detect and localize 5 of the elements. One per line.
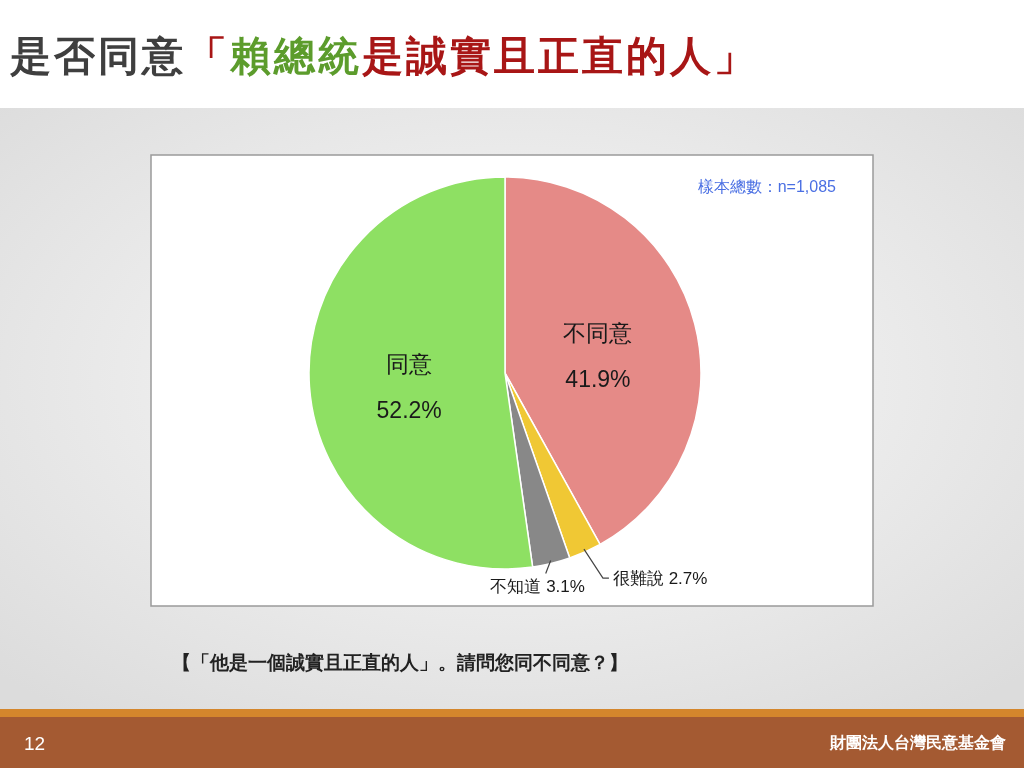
annotation: 【「他是一個誠實且正直的人」。請問您同不同意？】 bbox=[172, 652, 628, 673]
title: 是否同意「賴總統是誠實且正直的人」 bbox=[10, 33, 758, 79]
annotation: 財團法人台灣民意基金會 bbox=[830, 734, 1006, 751]
annotation: 樣本總數：n=1,085 bbox=[697, 178, 836, 195]
annotation: 12 bbox=[24, 733, 46, 754]
